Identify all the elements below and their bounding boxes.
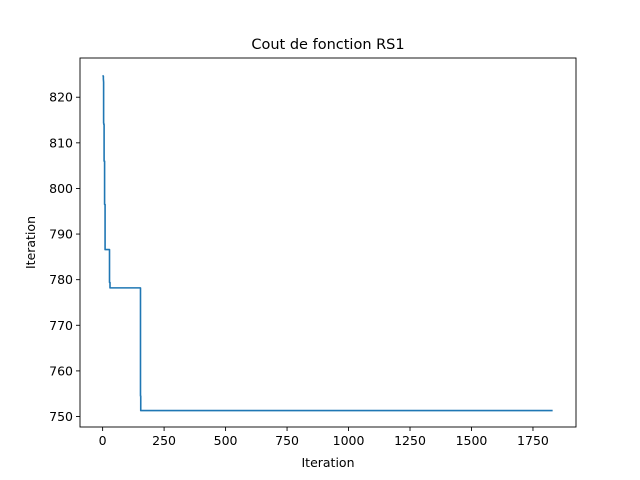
x-axis: 0 250 500 750 1000 1250 1500 1750 <box>99 427 549 448</box>
y-tick-label: 750 <box>49 409 73 424</box>
plot-frame <box>79 57 577 428</box>
y-axis: 750 760 770 780 790 800 810 820 <box>49 90 80 424</box>
y-tick-label: 810 <box>49 135 73 150</box>
y-tick-label: 820 <box>49 90 73 105</box>
x-tick-label: 250 <box>152 433 176 448</box>
y-tick-label: 780 <box>49 272 73 287</box>
x-axis-label: Iteration <box>301 455 354 470</box>
x-tick-label: 0 <box>99 433 107 448</box>
x-tick-label: 1750 <box>517 433 549 448</box>
plot-area <box>79 57 577 428</box>
y-tick-label: 790 <box>49 227 73 242</box>
y-tick-label: 760 <box>49 363 73 378</box>
x-tick-label: 500 <box>214 433 238 448</box>
series-layer <box>101 74 553 412</box>
series-line <box>101 74 553 412</box>
x-tick-label: 1250 <box>394 433 426 448</box>
x-tick-label: 750 <box>275 433 299 448</box>
chart-title: Cout de fonction RS1 <box>251 37 404 53</box>
x-tick-label: 1000 <box>333 433 365 448</box>
x-tick-label: 1500 <box>456 433 488 448</box>
y-tick-label: 800 <box>49 181 73 196</box>
y-axis-label: Iteration <box>23 216 38 269</box>
y-tick-label: 770 <box>49 318 73 333</box>
